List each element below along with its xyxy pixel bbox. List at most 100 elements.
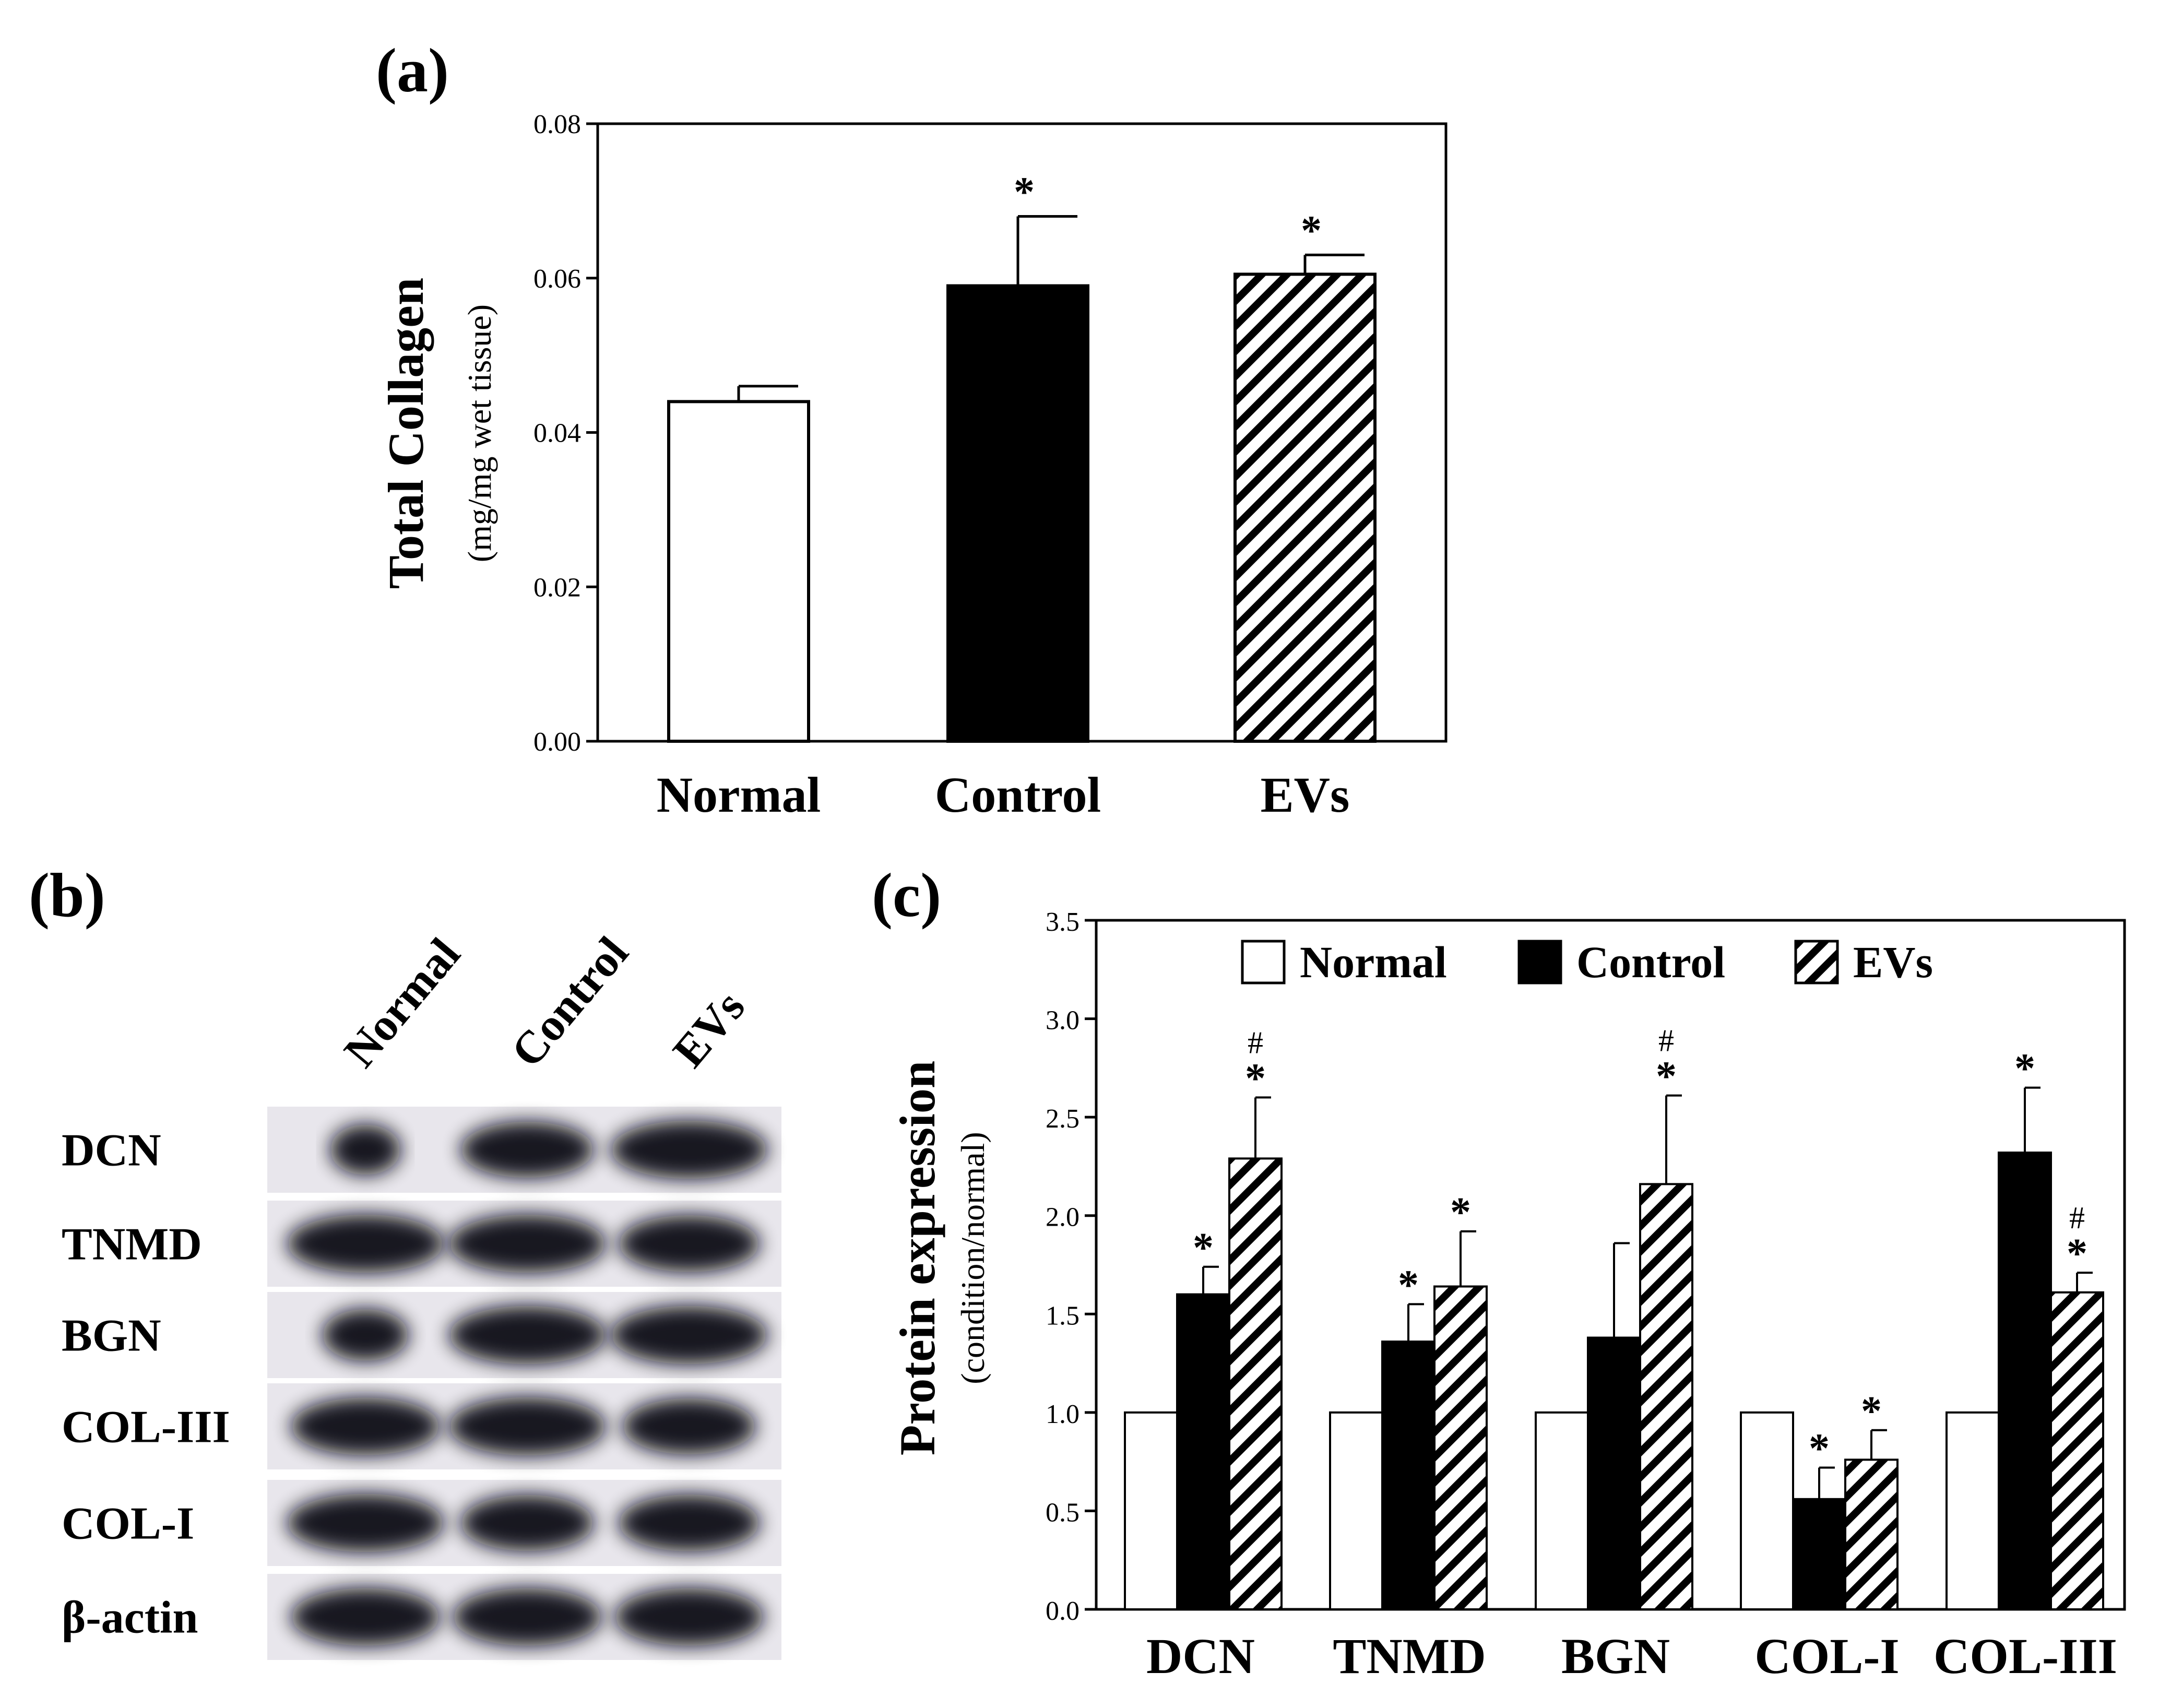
bar-control xyxy=(946,284,1089,743)
y-tick-label: 0.02 xyxy=(533,573,581,602)
blot-band xyxy=(291,1397,440,1455)
bar-col-i-normal xyxy=(1740,1411,1794,1611)
bar-col-iii-normal xyxy=(1946,1411,2000,1611)
blot-row-col-i: COL-I xyxy=(62,1480,781,1566)
blot-band xyxy=(322,1309,409,1361)
panel-c-y-subtitle: (condition/normal) xyxy=(954,1132,991,1384)
significance-star: * xyxy=(1245,1055,1266,1101)
y-tick-label: 0.08 xyxy=(533,110,581,139)
panel-c-x-labels: DCN TNMD BGN COL-I COL-III xyxy=(1146,1628,2117,1684)
significance-star: * xyxy=(1656,1054,1677,1100)
significance-star: * xyxy=(1398,1262,1419,1308)
blot-row-label: COL-I xyxy=(62,1499,194,1549)
panel-a-label: (a) xyxy=(376,35,449,105)
x-category-label: EVs xyxy=(1261,767,1350,823)
legend-label-normal: Normal xyxy=(1300,937,1447,987)
blot-rows: DCN TNMD BGN COL-III COL-I β-actin xyxy=(62,1107,781,1660)
blot-band xyxy=(619,1215,760,1273)
legend-swatch-normal xyxy=(1241,940,1286,985)
blot-lane-label: EVs xyxy=(663,982,755,1077)
panel-a-bars: ** xyxy=(667,169,1377,743)
x-category-label: COL-I xyxy=(1754,1628,1899,1684)
y-tick-label: 0.04 xyxy=(533,419,581,448)
bar-dcn-normal xyxy=(1124,1411,1178,1611)
significance-hash: # xyxy=(1248,1025,1263,1060)
blot-row-label: BGN xyxy=(62,1311,161,1361)
significance-star: * xyxy=(1301,208,1322,254)
bar-tnmd-control xyxy=(1381,1341,1436,1610)
blot-band xyxy=(622,1398,756,1455)
x-category-label: TNMD xyxy=(1333,1628,1486,1684)
blot-band xyxy=(449,1306,606,1365)
panel-c-y-ticks: 0.0 0.5 1.0 1.5 2.0 2.5 3.0 3.5 xyxy=(1046,907,1096,1626)
panel-c-y-title: Protein expression xyxy=(889,1061,945,1455)
bar-col-iii-control xyxy=(1998,1152,2052,1610)
y-tick-label: 0.0 xyxy=(1046,1596,1080,1626)
blot-lane-labels: Normal Control EVs xyxy=(335,928,755,1077)
blot-band xyxy=(614,1588,764,1646)
x-category-label: COL-III xyxy=(1933,1628,2117,1684)
legend-swatch-evs xyxy=(1794,940,1839,985)
bar-col-i-evs xyxy=(1844,1458,1899,1610)
bar-tnmd-evs xyxy=(1433,1285,1488,1610)
significance-star: * xyxy=(2014,1046,2035,1092)
blot-band xyxy=(611,1306,767,1365)
blot-band xyxy=(291,1588,440,1646)
panel-b-label: (b) xyxy=(29,860,105,930)
legend-swatch-control xyxy=(1517,940,1562,985)
panel-c-label: (c) xyxy=(872,860,941,930)
panel-a-x-labels: Normal Control EVs xyxy=(657,767,1350,823)
panel-b: (b) Normal Control EVs DCN TNMD BGN COL-III CO… xyxy=(29,860,781,1660)
blot-row-col-iii: COL-III xyxy=(62,1383,781,1469)
bar-normal xyxy=(667,400,810,743)
panel-a: (a) 0.000.020.040.060.08 ** Normal Contro… xyxy=(376,35,1448,823)
bar-bgn-control xyxy=(1587,1336,1641,1611)
blot-row-label: β-actin xyxy=(62,1593,198,1643)
significance-hash: # xyxy=(1658,1024,1674,1058)
bar-col-i-control xyxy=(1792,1498,1846,1611)
blot-band xyxy=(449,1214,606,1273)
blot-row-label: TNMD xyxy=(62,1219,202,1270)
blot-band xyxy=(460,1121,594,1178)
panel-c-legend: Normal Control EVs xyxy=(1241,937,1933,987)
significance-star: * xyxy=(2067,1231,2087,1277)
blot-row-bgn: BGN xyxy=(62,1292,781,1378)
panel-a-y-subtitle: (mg/mg wet tissue) xyxy=(461,304,498,562)
panel-c-bars: **#***#****# xyxy=(1124,1024,2104,1611)
bar-evs xyxy=(1233,272,1377,743)
panel-a-y-title: Total Collagen xyxy=(378,278,434,589)
blot-row-label: DCN xyxy=(62,1125,161,1176)
legend-label-evs: EVs xyxy=(1853,937,1933,987)
significance-star: * xyxy=(1193,1225,1214,1271)
blot-lane-label: Normal xyxy=(335,929,470,1077)
panel-c: (c) 0.00.51.01.52.02.53.03.5 **#***#****… xyxy=(872,860,2126,1684)
y-tick-label: 3.5 xyxy=(1046,907,1080,937)
blot-band xyxy=(330,1124,401,1175)
bar-tnmd-normal xyxy=(1329,1411,1383,1611)
significance-star: * xyxy=(1014,169,1035,215)
blot-row-dcn: DCN xyxy=(62,1107,781,1193)
y-tick-label: 2.0 xyxy=(1046,1203,1080,1232)
bar-bgn-evs xyxy=(1639,1183,1693,1610)
bar-dcn-control xyxy=(1176,1293,1230,1611)
legend-label-control: Control xyxy=(1576,937,1725,987)
blot-band xyxy=(449,1397,606,1456)
significance-star: * xyxy=(1861,1389,1882,1434)
blot-row-label: COL-III xyxy=(62,1402,230,1453)
y-tick-label: 0.00 xyxy=(533,727,581,757)
x-category-label: Control xyxy=(935,767,1101,823)
blot-lane-label: Control xyxy=(502,928,638,1077)
significance-star: * xyxy=(1450,1190,1471,1236)
x-category-label: Normal xyxy=(657,767,821,823)
blot-band xyxy=(287,1214,444,1273)
y-tick-label: 3.0 xyxy=(1046,1006,1080,1036)
blot-band xyxy=(611,1120,767,1179)
panel-a-y-ticks: 0.00 0.02 0.04 0.06 0.08 xyxy=(533,110,598,757)
y-tick-label: 1.0 xyxy=(1046,1399,1080,1429)
y-tick-label: 0.5 xyxy=(1046,1498,1080,1527)
blot-band xyxy=(453,1588,602,1646)
bar-dcn-evs xyxy=(1228,1157,1283,1610)
bar-col-iii-evs xyxy=(2050,1291,2104,1611)
y-tick-label: 2.5 xyxy=(1046,1104,1080,1134)
